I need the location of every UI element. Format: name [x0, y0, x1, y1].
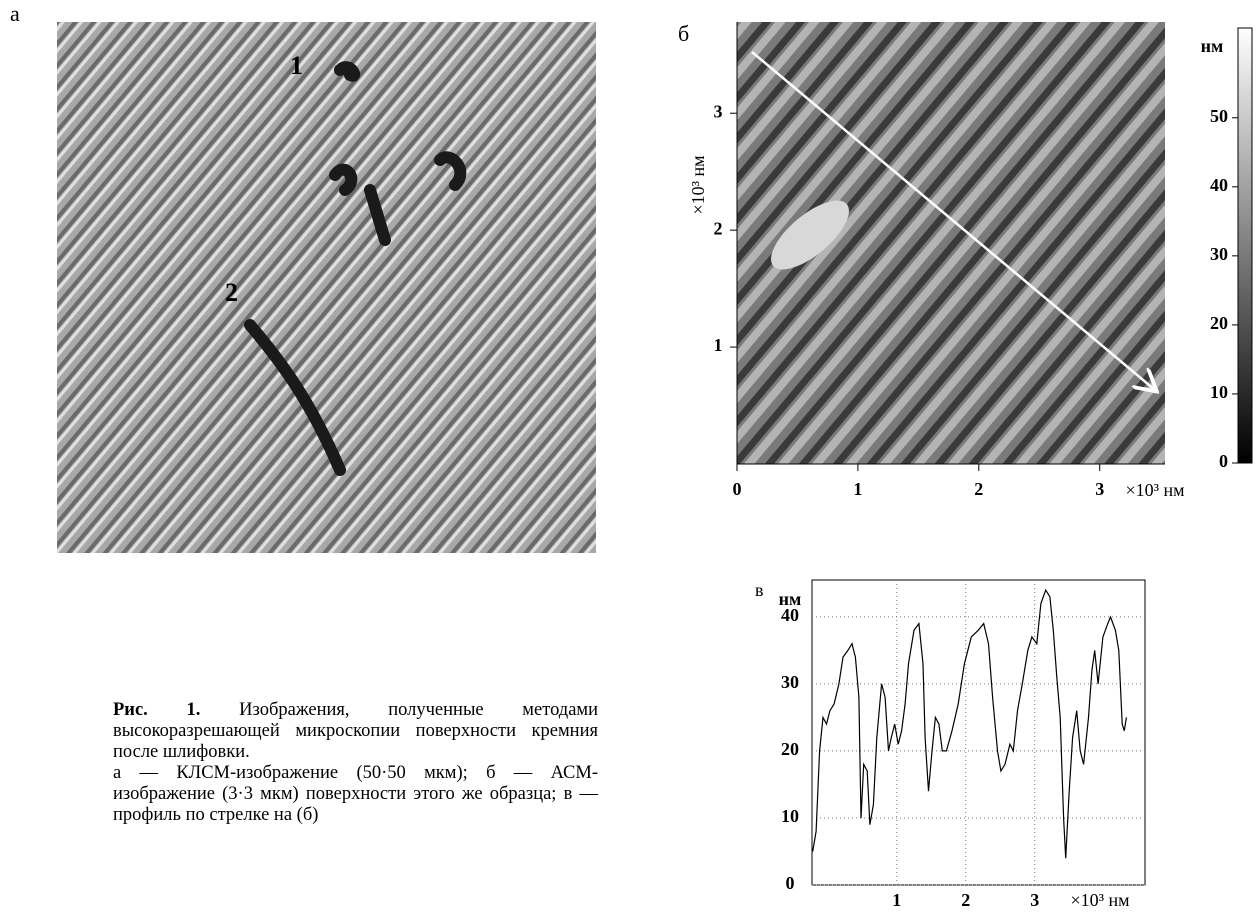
- clsm-image: [57, 22, 596, 553]
- colorbar-tick-label: 20: [1210, 313, 1228, 333]
- colorbar-unit: нм: [1201, 36, 1224, 56]
- colorbar-tick-label: 50: [1210, 106, 1228, 126]
- caption-label: Рис. 1.: [113, 700, 201, 720]
- x-tick-label: 1: [853, 479, 862, 499]
- y-tick-label: 0: [786, 873, 795, 893]
- x-axis-unit: ×10³ нм: [1125, 480, 1184, 500]
- marker: 1: [290, 51, 303, 80]
- y-tick-label: 3: [714, 101, 723, 121]
- x-tick-label: 3: [1030, 890, 1039, 910]
- x-tick-label: 3: [1095, 479, 1104, 499]
- y-tick-label: 20: [781, 739, 799, 759]
- panel-label: а: [10, 1, 20, 26]
- caption-legend: а — КЛСМ-изображение (50·50 мкм); б — АС…: [113, 763, 598, 825]
- caption-text: Изображения, полученные методами высокор…: [113, 700, 599, 762]
- defects: [244, 61, 467, 476]
- y-tick-label: 2: [714, 218, 723, 238]
- y-axis-unit: ×10³ нм: [688, 155, 708, 214]
- x-tick-label: 2: [961, 890, 970, 910]
- y-axis-unit: нм: [779, 589, 802, 609]
- x-tick-label: 0: [733, 479, 742, 499]
- afm-highlight: [771, 200, 849, 270]
- y-tick-label: 40: [781, 605, 799, 625]
- caption: Рис. 1. Изображения, полученные методами…: [113, 700, 598, 826]
- colorbar: [1237, 27, 1253, 464]
- panel-label: в: [755, 580, 764, 600]
- colorbar-tick-label: 10: [1210, 382, 1228, 402]
- profile-line: [812, 588, 1127, 859]
- colorbar-tick-label: 0: [1219, 451, 1228, 471]
- x-tick-label: 2: [974, 479, 983, 499]
- caption-main: Рис. 1. Изображения, полученные методами…: [113, 700, 598, 763]
- x-tick-label: 1: [892, 890, 901, 910]
- y-tick-label: 1: [714, 335, 723, 355]
- y-tick-label: 30: [781, 672, 799, 692]
- x-axis-unit: ×10³ нм: [1070, 890, 1129, 910]
- marker: 2: [225, 278, 238, 307]
- panel-label: б: [678, 21, 689, 46]
- plot-frame: [811, 579, 1146, 886]
- colorbar-tick-label: 40: [1210, 175, 1228, 195]
- colorbar-tick-label: 30: [1210, 244, 1228, 264]
- profile-arrow: [751, 51, 1155, 390]
- y-tick-label: 10: [781, 806, 799, 826]
